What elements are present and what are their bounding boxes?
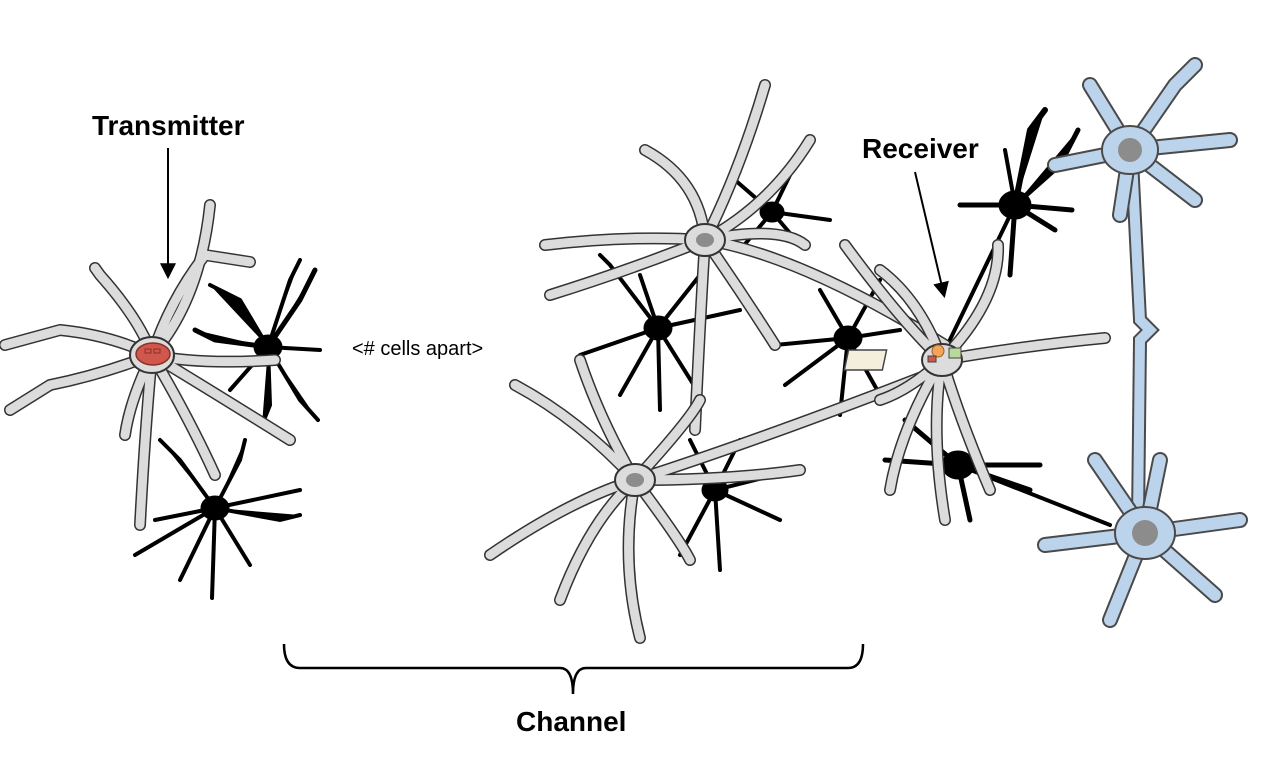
cell-distance-label: <# cells apart> — [352, 338, 484, 360]
neuron-bottom — [1037, 452, 1248, 628]
transmitter-label: Transmitter — [92, 110, 245, 141]
transmitter-device-icon — [135, 342, 171, 366]
dark-cell-transmitter-right — [192, 258, 322, 427]
dark-cell-receiver-bottom — [882, 417, 1112, 527]
channel-brace — [282, 643, 865, 695]
receiver-device-icon — [843, 344, 962, 371]
dark-cell-transmitter-bottom — [133, 438, 302, 600]
receiver-label: Receiver — [862, 133, 979, 164]
neuron-connecting-axon — [1125, 153, 1160, 527]
neuron-top — [1047, 57, 1238, 223]
receiver-arrow — [914, 171, 949, 299]
channel-label: Channel — [516, 706, 627, 737]
